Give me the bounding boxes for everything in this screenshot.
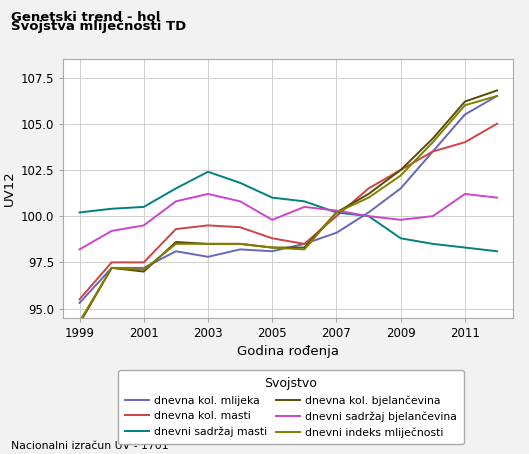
Legend: dnevna kol. mlijeka, dnevna kol. masti, dnevni sadržaj masti, dnevna kol. bjelan: dnevna kol. mlijeka, dnevna kol. masti, … [118,370,463,444]
Y-axis label: UV12: UV12 [3,171,15,206]
X-axis label: Godina rođenja: Godina rođenja [238,345,339,358]
Text: Svojstva mliječnosti TD: Svojstva mliječnosti TD [11,20,186,34]
Text: Nacionalni izračun UV - 1701: Nacionalni izračun UV - 1701 [11,441,168,451]
Text: Genetski trend - hol: Genetski trend - hol [11,11,160,25]
